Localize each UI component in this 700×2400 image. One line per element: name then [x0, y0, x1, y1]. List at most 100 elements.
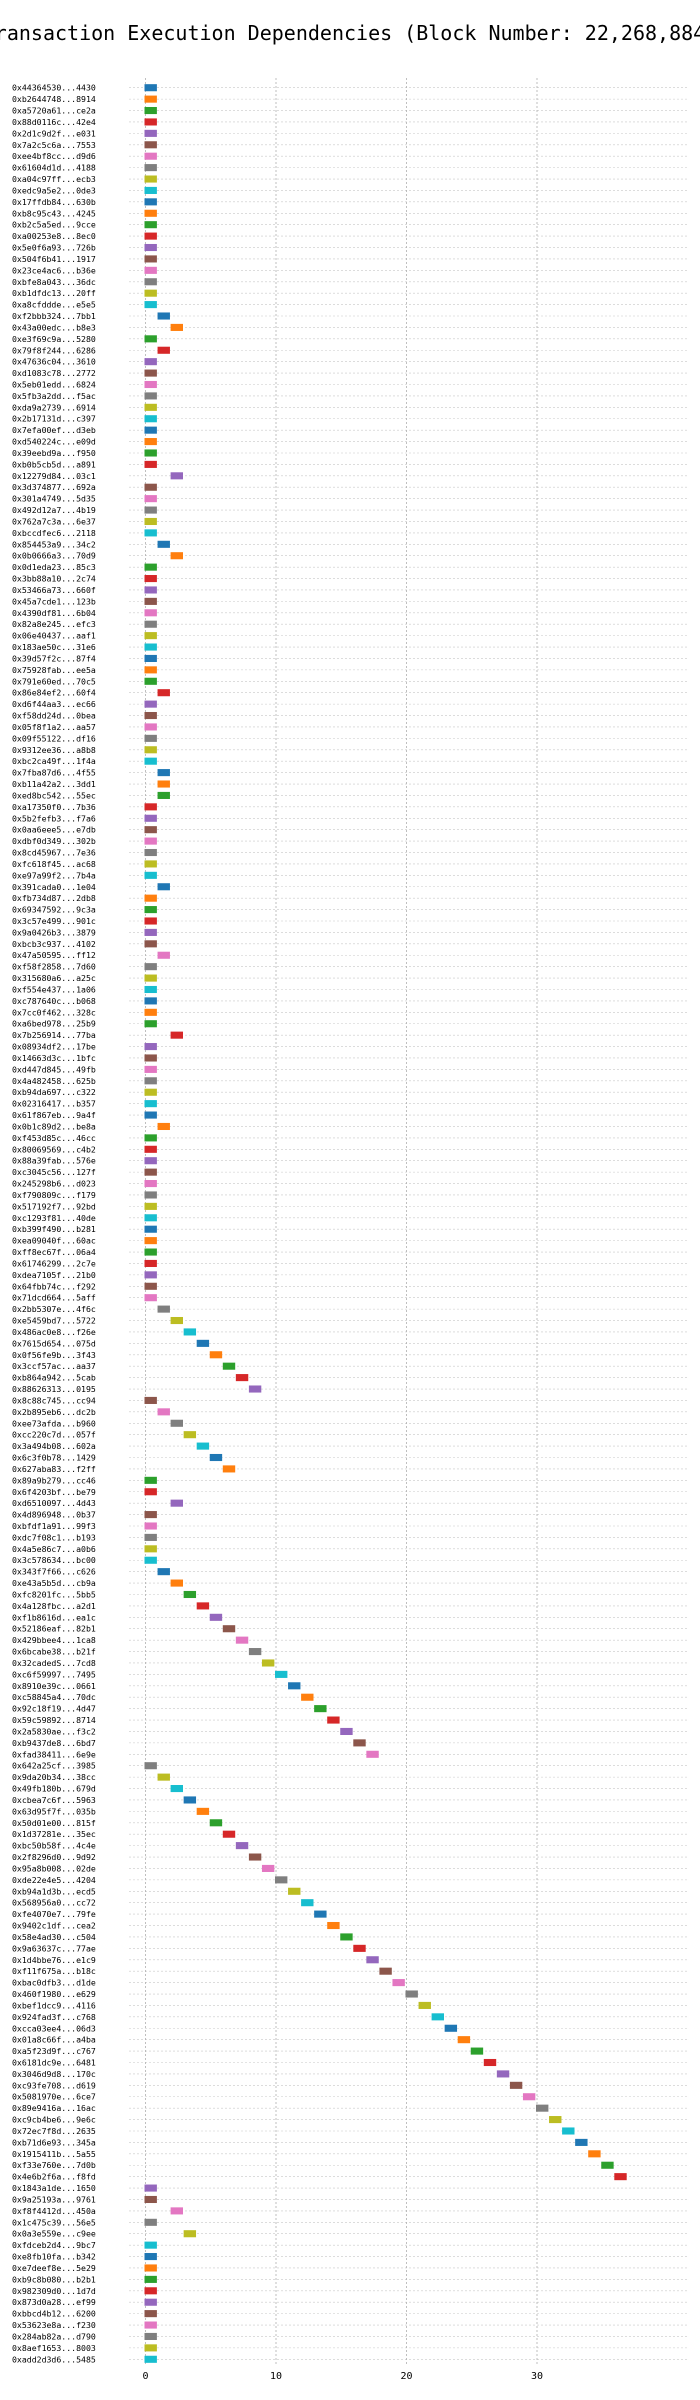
- transaction-bar: [144, 198, 157, 206]
- transaction-bar: [209, 1453, 223, 1462]
- transaction-bar: [144, 164, 157, 172]
- transaction-bar: [144, 84, 157, 92]
- transaction-bar: [248, 1853, 262, 1861]
- transaction-bar: [222, 1465, 236, 1473]
- transaction-bar: [144, 2298, 157, 2306]
- transaction-bar: [157, 1408, 170, 1416]
- transaction-bar: [144, 255, 157, 263]
- transaction-label: 0x47636c04...3610: [12, 357, 96, 367]
- transaction-label: 0x4a5e86c7...a0b6: [12, 1544, 96, 1554]
- transaction-bar: [288, 1682, 301, 1690]
- transaction-label: 0xdea7105f...21b0: [12, 1270, 96, 1280]
- transaction-label: 0x486ac0e8...f26e: [12, 1327, 96, 1337]
- transaction-label: 0xdbf0d349...302b: [12, 836, 96, 846]
- transaction-label: 0xd6510097...4d43: [12, 1498, 96, 1508]
- x-tick-label: 0: [142, 2371, 148, 2382]
- transaction-label: 0xd447d845...49fb: [12, 1064, 96, 1074]
- transaction-bar: [170, 1031, 183, 1039]
- transaction-bar: [144, 2287, 157, 2295]
- transaction-bar: [144, 826, 157, 834]
- transaction-bar: [183, 1328, 197, 1336]
- transaction-bar: [418, 2001, 431, 2009]
- transaction-bar: [144, 289, 157, 297]
- transaction-bar: [144, 1168, 157, 1176]
- transaction-label: 0xa17350f0...7b36: [12, 802, 96, 812]
- transaction-bar: [301, 1899, 314, 1907]
- transaction-bar: [144, 1225, 157, 1233]
- transaction-label: 0x92c18f19...4d47: [12, 1704, 96, 1714]
- transaction-bar: [144, 1020, 157, 1028]
- transaction-bar: [144, 2332, 157, 2341]
- transaction-label: 0xc58845a4...70dc: [12, 1692, 96, 1702]
- transaction-bar: [144, 963, 157, 971]
- transaction-label: 0xb94a1d3b...ecd5: [12, 1886, 96, 1896]
- transaction-label: 0xa04c97ff...ecb3: [12, 174, 96, 184]
- transaction-label: 0xf58f2858...7d60: [12, 962, 96, 972]
- transaction-label: 0xbcb3c937...4102: [12, 939, 96, 949]
- transaction-bar: [157, 346, 170, 354]
- transaction-bar: [144, 1157, 157, 1165]
- transaction-label: 0x4a482458...625b: [12, 1076, 96, 1086]
- transaction-label: 0x79f8f244...6286: [12, 345, 96, 355]
- transaction-label: 0x0d1eda23...85c3: [12, 562, 96, 572]
- transaction-label: 0xb864a942...5cab: [12, 1373, 96, 1383]
- transaction-bar: [144, 529, 157, 537]
- transaction-bar: [144, 141, 157, 149]
- transaction-bar: [144, 1271, 157, 1279]
- transaction-bar: [431, 2013, 444, 2021]
- chart-title: Transaction Execution Dependencies (Bloc…: [0, 21, 700, 45]
- transaction-bar: [144, 985, 157, 994]
- transaction-label: 0xf8f4412d...450a: [12, 2206, 96, 2216]
- transaction-bar: [235, 1636, 249, 1644]
- transaction-label: 0x7efa00ef...d3eb: [12, 425, 96, 435]
- transaction-bar: [144, 1100, 157, 1108]
- transaction-label: 0xcc220c7d...057f: [12, 1430, 96, 1440]
- transaction-label: 0xf2bbb324...7bb1: [12, 311, 96, 321]
- transaction-bar: [157, 780, 170, 788]
- transaction-label: 0x17ffdb84...630b: [12, 197, 96, 207]
- transaction-label: 0x0aa6eee5...e7db: [12, 825, 96, 835]
- transaction-label: 0xf33e760e...7d0b: [12, 2160, 96, 2170]
- transaction-label: 0x9a25193a...9761: [12, 2194, 96, 2204]
- transaction-bar: [209, 1613, 223, 1621]
- transaction-bar: [144, 392, 157, 400]
- transaction-label: 0x58e4ad30...c504: [12, 1932, 96, 1942]
- transaction-label: 0xd6f44aa3...ec66: [12, 699, 96, 709]
- transaction-bar: [144, 666, 157, 674]
- transaction-label: 0xbc2ca49f...1f4a: [12, 756, 96, 766]
- transaction-label: 0x4d896948...0b37: [12, 1510, 96, 1520]
- transaction-bar: [235, 1842, 249, 1850]
- transaction-bar: [222, 1830, 236, 1838]
- transaction-bar: [144, 1145, 157, 1153]
- transaction-label: 0x517192f7...92bd: [12, 1201, 96, 1211]
- transaction-bar: [209, 1351, 223, 1359]
- transaction-bar: [157, 791, 170, 799]
- transaction-bar: [144, 129, 157, 137]
- transaction-label: 0x982309d0...1d7d: [12, 2286, 96, 2296]
- transaction-bar: [144, 2355, 157, 2363]
- transaction-label: 0x3c57e499...901c: [12, 916, 96, 926]
- transaction-bar: [183, 1796, 197, 1804]
- transaction-bar: [144, 1202, 157, 1210]
- transaction-label: 0x8cd45967...7e36: [12, 848, 96, 858]
- transaction-label: 0x504f6b41...1917: [12, 254, 96, 264]
- transaction-label: 0xbc50b58f...4c4e: [12, 1841, 96, 1851]
- transaction-bar: [144, 928, 157, 936]
- transaction-bar: [144, 2275, 157, 2283]
- transaction-label: 0xc1293f81...40de: [12, 1213, 96, 1223]
- transaction-label: 0xea09040f...60ac: [12, 1236, 96, 1246]
- transaction-bar: [144, 1556, 157, 1564]
- transaction-bar: [144, 301, 157, 309]
- transaction-bar: [144, 803, 157, 811]
- transaction-label: 0xa00253e8...8ec0: [12, 231, 96, 241]
- transaction-label: 0xd1083c78...2772: [12, 368, 96, 378]
- transaction-label: 0xa8cfddde...e5e5: [12, 300, 96, 310]
- transaction-label: 0x23ce4ac6...b36e: [12, 265, 96, 275]
- transaction-label: 0x39eebd9a...f950: [12, 448, 96, 458]
- x-tick-label: 20: [400, 2371, 412, 2382]
- transaction-bar: [170, 323, 183, 331]
- transaction-label: 0x642a25cf...3985: [12, 1761, 96, 1771]
- transaction-bar: [144, 403, 157, 411]
- transaction-bar: [470, 2047, 484, 2055]
- transaction-label: 0x0b0666a3...70d9: [12, 551, 96, 561]
